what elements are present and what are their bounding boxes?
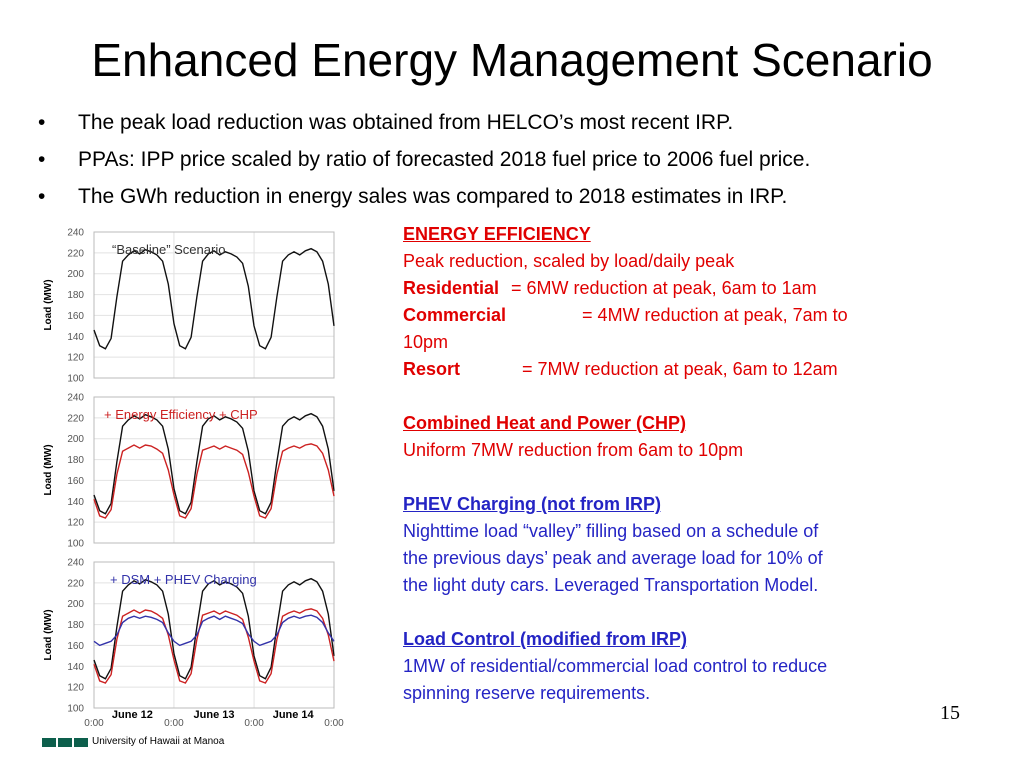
bullet-item: • PPAs: IPP price scaled by ratio of fore… (38, 141, 998, 178)
y-tick-label: 120 (67, 518, 84, 529)
series-line (93, 577, 335, 680)
load-charts-svg: 240 220 200 180 160 140 120 100 Load (MW) “Baseli… (43, 228, 344, 730)
y-tick-label: 240 (67, 558, 84, 569)
y-tick-label: 120 (67, 353, 84, 364)
page-number: 15 (940, 702, 960, 724)
ee-description: Peak reduction, scaled by load/daily pea… (403, 251, 735, 271)
footer-logo-block (74, 738, 88, 747)
x-tick-label: June 14 (273, 709, 315, 721)
chp-description: Uniform 7MW reduction from 6am to 10pm (403, 440, 744, 460)
bullet-dot-icon: • (38, 111, 46, 134)
bullet-dot-icon: • (38, 148, 46, 171)
series-line (93, 443, 335, 519)
y-tick-label: 160 (67, 476, 84, 487)
y-axis-label: Load (MW) (43, 609, 54, 660)
y-axis-label: Load (MW) (43, 279, 54, 330)
phev-description-line: the previous days’ peak and average load… (403, 548, 823, 568)
phev-description-line: Nighttime load “valley” filling based on… (403, 521, 819, 541)
y-tick-label: 200 (67, 599, 84, 610)
plot-frame (93, 396, 335, 544)
y-tick-label: 120 (67, 683, 84, 694)
y-tick-label: 180 (67, 455, 84, 466)
x-tick-label: 0:00 (324, 718, 344, 729)
plot-frame (93, 561, 335, 709)
scenario-details: ENERGY EFFICIENCY Peak reduction, scaled… (403, 221, 963, 707)
x-tick-label: 0:00 (84, 718, 104, 729)
plot-frame (93, 231, 335, 379)
commercial-label: Commercial (403, 305, 507, 325)
load-charts: 240 220 200 180 160 140 120 100 Load (MW) “Baseli… (38, 222, 348, 732)
commercial-text-cont: 10pm (403, 332, 449, 352)
ee-heading: ENERGY EFFICIENCY (403, 224, 591, 244)
y-tick-label: 180 (67, 290, 84, 301)
bullet-list: • The peak load reduction was obtained fr… (38, 104, 998, 215)
x-tick-label: June 13 (194, 709, 235, 721)
footer-logo-block (58, 738, 72, 747)
y-tick-label: 140 (67, 662, 84, 673)
panel-title: + DSM + PHEV Charging (110, 572, 257, 587)
y-tick-label: 180 (67, 620, 84, 631)
y-tick-label: 160 (67, 311, 84, 322)
panel-title: + Energy Efficiency + CHP (104, 407, 258, 422)
load-control-heading: Load Control (modified from IRP) (403, 629, 687, 649)
footer-label: University of Hawaii at Manoa (92, 736, 225, 747)
y-tick-label: 200 (67, 269, 84, 280)
y-tick-label: 240 (67, 393, 84, 404)
residential-row: Residential = 6MW reduction at peak, 6am … (403, 275, 963, 302)
y-tick-label: 220 (67, 413, 84, 424)
resort-label: Resort (403, 359, 461, 379)
x-tick-label: 0:00 (244, 718, 264, 729)
bullet-text: PPAs: IPP price scaled by ratio of forec… (78, 148, 811, 171)
load-control-description-line: spinning reserve requirements. (403, 683, 651, 703)
resort-text: = 7MW reduction at peak, 6am to 12am (522, 359, 838, 379)
load-control-description-line: 1MW of residential/commercial load contr… (403, 656, 828, 676)
y-tick-label: 140 (67, 332, 84, 343)
y-axis-label: Load (MW) (43, 444, 54, 495)
y-tick-label: 100 (67, 539, 84, 550)
bullet-text: The peak load reduction was obtained fro… (78, 111, 734, 134)
y-tick-label: 220 (67, 248, 84, 259)
slide-title: Enhanced Energy Management Scenario (91, 34, 933, 86)
series-line (93, 412, 335, 515)
commercial-row: Commercial = 4MW reduction at peak, 7am t… (403, 302, 963, 329)
panel-title: “Baseline” Scenario (112, 242, 225, 257)
y-tick-label: 100 (67, 374, 84, 385)
y-tick-label: 200 (67, 434, 84, 445)
bullet-item: • The GWh reduction in energy sales was c… (38, 178, 998, 215)
residential-text: = 6MW reduction at peak, 6am to 1am (511, 278, 817, 298)
phev-description-line: the light duty cars. Leveraged Transport… (403, 575, 819, 595)
footer-logo-block (42, 738, 56, 747)
series-line (93, 247, 335, 350)
x-tick-label: 0:00 (164, 718, 184, 729)
y-tick-label: 140 (67, 497, 84, 508)
series-line (93, 614, 335, 647)
phev-heading: PHEV Charging (not from IRP) (403, 494, 661, 514)
x-tick-label: June 12 (112, 709, 153, 721)
series-line (93, 608, 335, 684)
commercial-text: = 4MW reduction at peak, 7am to (582, 305, 848, 325)
chp-heading: Combined Heat and Power (CHP) (403, 413, 687, 433)
bullet-text: The GWh reduction in energy sales was co… (78, 185, 788, 208)
y-tick-label: 220 (67, 578, 84, 589)
y-tick-label: 100 (67, 704, 84, 715)
bullet-item: • The peak load reduction was obtained fr… (38, 104, 998, 141)
residential-label: Residential (403, 278, 500, 298)
y-tick-label: 160 (67, 641, 84, 652)
y-tick-label: 240 (67, 228, 84, 239)
bullet-dot-icon: • (38, 185, 46, 208)
resort-row: Resort = 7MW reduction at peak, 6am to 12… (403, 356, 963, 383)
